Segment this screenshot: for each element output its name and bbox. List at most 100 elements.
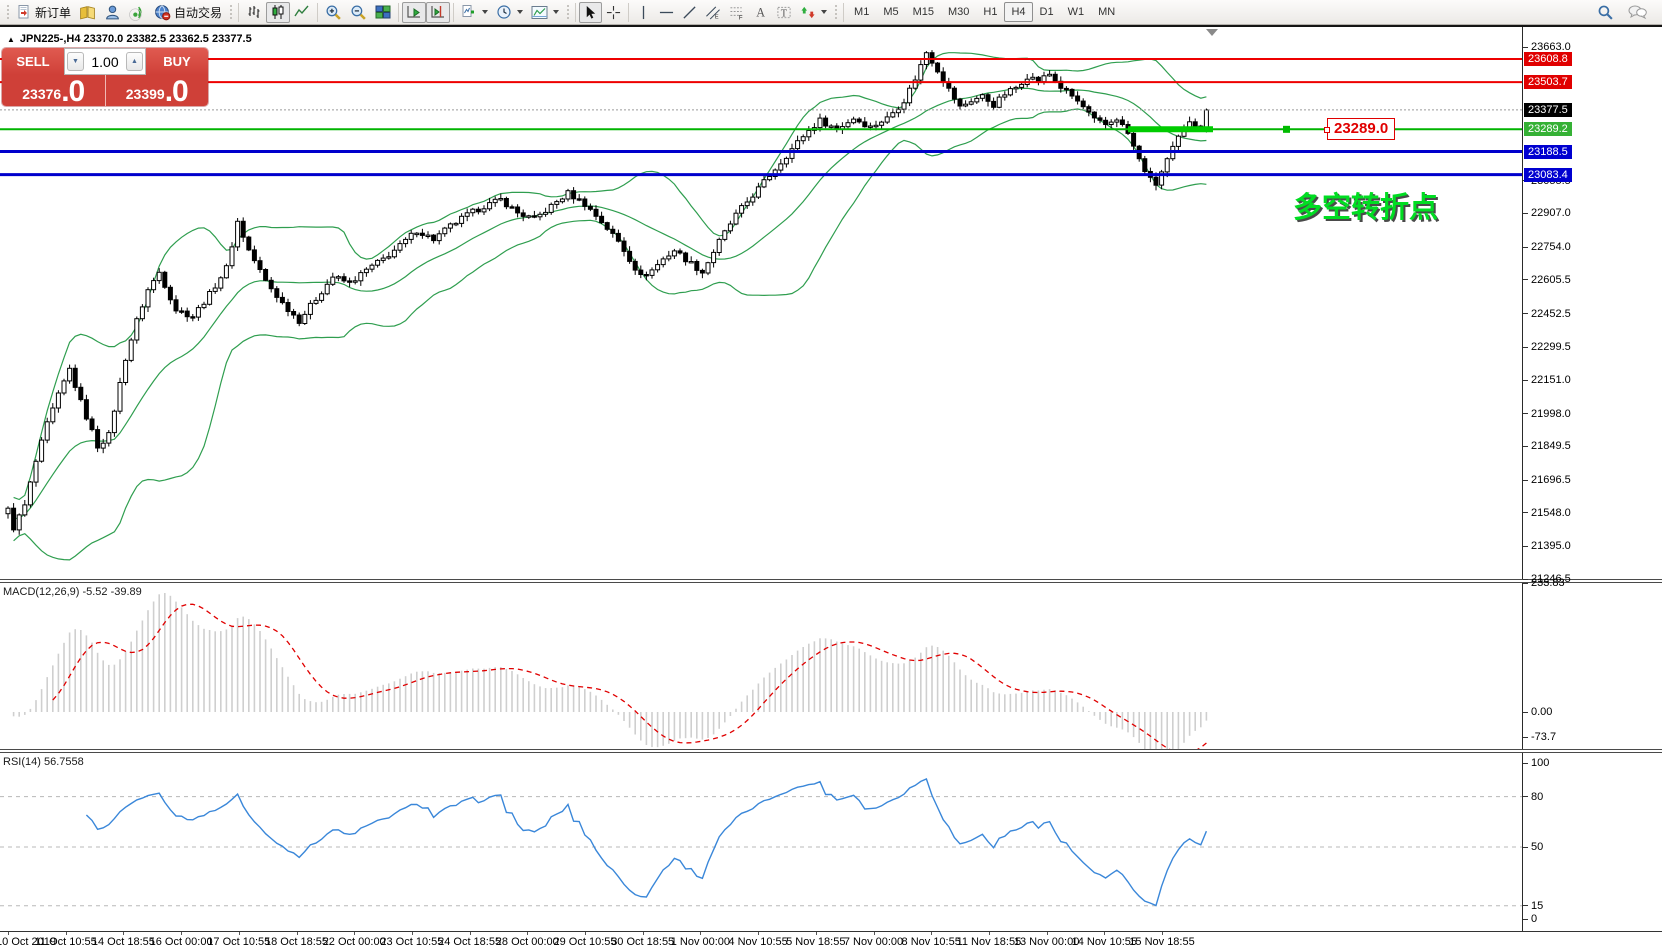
timeframe-button-m15[interactable]: M15	[912, 6, 934, 18]
tile-windows-button[interactable]	[371, 2, 395, 23]
auto-scroll-icon	[407, 6, 421, 18]
auto-trading-label: 自动交易	[174, 5, 223, 20]
channel-button[interactable]: E	[701, 2, 725, 23]
price-tick: 21998.0	[1523, 408, 1571, 420]
text-button[interactable]: A	[749, 2, 772, 23]
crosshair-icon	[606, 5, 621, 19]
toolbar-grip[interactable]	[565, 3, 571, 21]
time-tick	[1046, 932, 1048, 935]
collapse-arrow-icon[interactable]: ▲	[7, 34, 15, 44]
timeframe-button-w1[interactable]: W1	[1067, 6, 1085, 18]
vertical-line-button[interactable]	[632, 2, 655, 23]
horizontal-line-button[interactable]	[655, 2, 678, 23]
bar-chart-button[interactable]	[242, 2, 266, 23]
timeframe-button-mn[interactable]: MN	[1098, 6, 1116, 18]
price-tick: 22754.0	[1523, 241, 1571, 253]
horizontal-line-objects[interactable]	[0, 58, 1522, 177]
line-chart-button[interactable]	[290, 2, 314, 23]
time-tick	[8, 932, 9, 935]
fibonacci-button[interactable]: F	[725, 2, 749, 23]
toolbar-grip[interactable]	[228, 3, 234, 21]
accounts-button[interactable]	[100, 2, 125, 23]
text-label-button[interactable]: T	[772, 2, 796, 23]
time-label: 23 Oct 10:55	[380, 936, 444, 948]
cursor-button[interactable]	[579, 1, 603, 23]
svg-text:T: T	[781, 8, 788, 19]
buy-button[interactable]: BUY	[146, 48, 208, 75]
svg-text:F: F	[739, 14, 743, 19]
template-button[interactable]	[527, 2, 563, 23]
timeframe-button-m1[interactable]: M1	[854, 6, 870, 18]
period-button[interactable]	[492, 2, 527, 23]
macd-axis[interactable]: 233.83 0.00 -73.7	[1522, 577, 1662, 749]
time-tick	[585, 932, 586, 935]
rsi-axis-tick: 50	[1523, 841, 1543, 853]
candlestick-button[interactable]	[266, 1, 291, 23]
buy-price[interactable]: 23399 .0	[106, 75, 209, 107]
timeframe-button-h1[interactable]: H1	[983, 6, 998, 18]
sell-price-main: 23376	[22, 86, 62, 102]
one-click-trade-panel: SELL ▼ 1.00 ▲ BUY 23376 .0 23399 .0	[2, 48, 208, 106]
sell-price-pips: .0	[61, 75, 85, 107]
auto-trading-button[interactable]: 自动交易	[150, 2, 226, 23]
fibonacci-icon: F	[730, 6, 743, 20]
rsi-label: RSI(14) 56.7558	[3, 756, 84, 768]
price-level-label: 23503.7	[1524, 75, 1572, 90]
volume-increase-button[interactable]: ▲	[126, 52, 143, 71]
new-order-button[interactable]: 新订单	[12, 2, 75, 23]
volume-input[interactable]: 1.00	[91, 53, 119, 70]
pane-splitter[interactable]	[0, 579, 1662, 583]
sell-price[interactable]: 23376 .0	[2, 75, 106, 106]
add-indicator-button[interactable]	[457, 2, 492, 23]
time-axis[interactable]: 10 Oct 2019 11 Oct 10:55 14 Oct 18:55 16 Oc…	[0, 931, 1662, 949]
text-label-icon: T	[777, 6, 791, 19]
chat-button[interactable]	[1624, 2, 1651, 23]
zoom-in-button[interactable]	[321, 2, 346, 23]
chart-shift-marker[interactable]	[1206, 29, 1218, 36]
chart-shift-button[interactable]	[426, 1, 451, 23]
time-tick	[988, 932, 990, 935]
volume-decrease-button[interactable]: ▼	[67, 52, 84, 71]
new-order-icon	[18, 5, 29, 19]
timeframe-button-d1[interactable]: D1	[1039, 6, 1054, 18]
candles	[5, 50, 1209, 535]
callout-anchor-handle[interactable]	[1324, 127, 1330, 133]
pane-splitter[interactable]	[0, 749, 1662, 753]
time-tick	[700, 932, 702, 935]
chart-shift-icon	[431, 6, 445, 18]
time-tick	[642, 932, 644, 935]
signals-button[interactable]	[125, 2, 150, 23]
timeframe-button-m5[interactable]: M5	[883, 6, 899, 18]
toolbar-grip[interactable]	[5, 3, 10, 21]
macd-indicator-canvas[interactable]	[0, 583, 1522, 749]
auto-scroll-button[interactable]	[402, 1, 427, 23]
rsi-indicator-canvas[interactable]	[0, 753, 1522, 931]
time-label: 5 Nov 18:55	[786, 936, 846, 948]
macd-axis-tick: 233.83	[1523, 577, 1565, 589]
sell-button[interactable]: SELL	[2, 48, 64, 75]
trendline-button[interactable]	[678, 2, 701, 23]
price-axis[interactable]: 23663.023055.522907.022754.022605.522452…	[1522, 27, 1662, 585]
price-tick: 23663.0	[1523, 41, 1571, 53]
add-indicator-icon	[462, 5, 475, 17]
market-watch-button[interactable]	[75, 2, 100, 23]
toolbar-grip[interactable]	[833, 3, 839, 21]
price-chart-canvas[interactable]	[0, 27, 1522, 579]
price-tick: 21696.5	[1523, 474, 1571, 486]
timeframe-button-m30[interactable]: M30	[948, 6, 970, 18]
shapes-button[interactable]	[796, 2, 831, 23]
timeframe-button-h4[interactable]: H4	[1004, 2, 1033, 22]
time-tick	[931, 932, 933, 935]
turning-point-annotation[interactable]: 多空转折点	[1293, 190, 1439, 224]
zoom-out-button[interactable]	[346, 2, 371, 23]
price-line-callout[interactable]: 23289.0	[1324, 118, 1396, 140]
time-label: 18 Oct 18:55	[265, 936, 328, 948]
time-tick	[873, 932, 875, 935]
search-button[interactable]	[1593, 2, 1618, 23]
price-level-label: 23289.2	[1524, 122, 1572, 137]
chart-window: 23663.023055.522907.022754.022605.522452…	[0, 25, 1662, 949]
rsi-axis[interactable]: 100 80 50 15 0	[1522, 753, 1662, 931]
crosshair-button[interactable]	[602, 2, 625, 23]
time-tick	[65, 932, 67, 935]
autotrade-icon	[155, 4, 171, 20]
